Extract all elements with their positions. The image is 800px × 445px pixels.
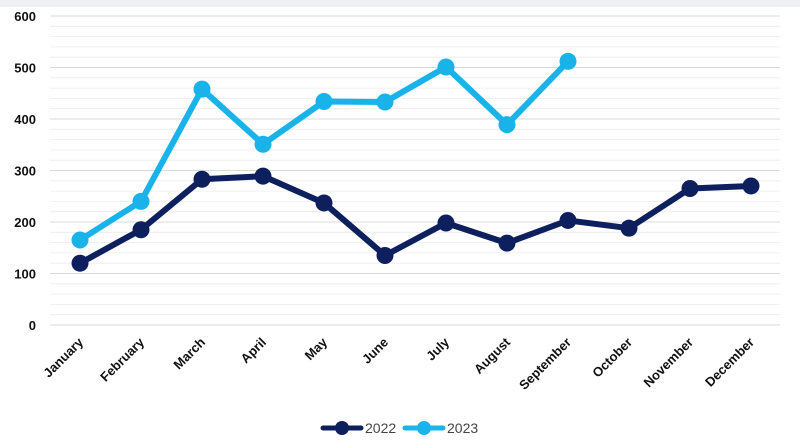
y-tick-label: 100 <box>14 267 36 282</box>
x-tick-label: March <box>170 334 208 372</box>
data-point <box>132 221 150 239</box>
legend: 2022 2023 <box>320 420 478 436</box>
data-point <box>132 192 150 210</box>
data-point <box>254 167 272 185</box>
legend-item-2023: 2023 <box>402 420 478 436</box>
x-tick-label: January <box>40 334 86 380</box>
data-point <box>742 177 760 195</box>
legend-marker <box>417 421 431 435</box>
x-tick-label: July <box>423 334 453 364</box>
data-point <box>193 80 211 98</box>
series-layer <box>71 52 760 272</box>
series-2023 <box>71 52 577 249</box>
y-tick-label: 200 <box>14 215 36 230</box>
x-tick-label: August <box>471 334 514 377</box>
legend-label: 2022 <box>365 420 396 436</box>
data-point <box>193 170 211 188</box>
y-tick-label: 600 <box>14 9 36 24</box>
data-point <box>254 135 272 153</box>
series-2022 <box>71 167 760 272</box>
legend-item-2022: 2022 <box>320 420 396 436</box>
data-point <box>437 214 455 232</box>
data-point <box>315 92 333 110</box>
top-strip <box>0 0 800 7</box>
data-point <box>559 52 577 70</box>
data-point <box>71 231 89 249</box>
legend-marker <box>335 421 349 435</box>
x-tick-label: June <box>359 335 391 367</box>
y-tick-label: 400 <box>14 112 36 127</box>
data-point <box>437 58 455 76</box>
x-tick-label: April <box>238 335 270 367</box>
x-tick-label: December <box>702 335 757 390</box>
y-tick-label: 300 <box>14 164 36 179</box>
y-tick-label: 0 <box>29 318 36 333</box>
series-line <box>77 173 754 267</box>
y-tick-label: 500 <box>14 61 36 76</box>
data-point <box>681 180 699 198</box>
data-point <box>620 219 638 237</box>
x-tick-label: November <box>641 335 697 391</box>
data-point <box>498 116 516 134</box>
x-tick-label: May <box>302 334 331 363</box>
data-point <box>315 194 333 212</box>
x-tick-label: October <box>589 335 635 381</box>
x-tick-label: February <box>97 334 147 384</box>
x-tick-label: September <box>516 335 574 393</box>
data-point <box>376 93 394 111</box>
data-point <box>71 254 89 272</box>
legend-label: 2023 <box>447 420 478 436</box>
data-point <box>559 211 577 229</box>
y-axis-ticks: 0 100 200 300 400 500 600 <box>14 9 36 333</box>
data-point <box>498 234 516 252</box>
x-axis-ticks: January February March April May June July Augu… <box>40 334 757 393</box>
data-point <box>376 246 394 264</box>
